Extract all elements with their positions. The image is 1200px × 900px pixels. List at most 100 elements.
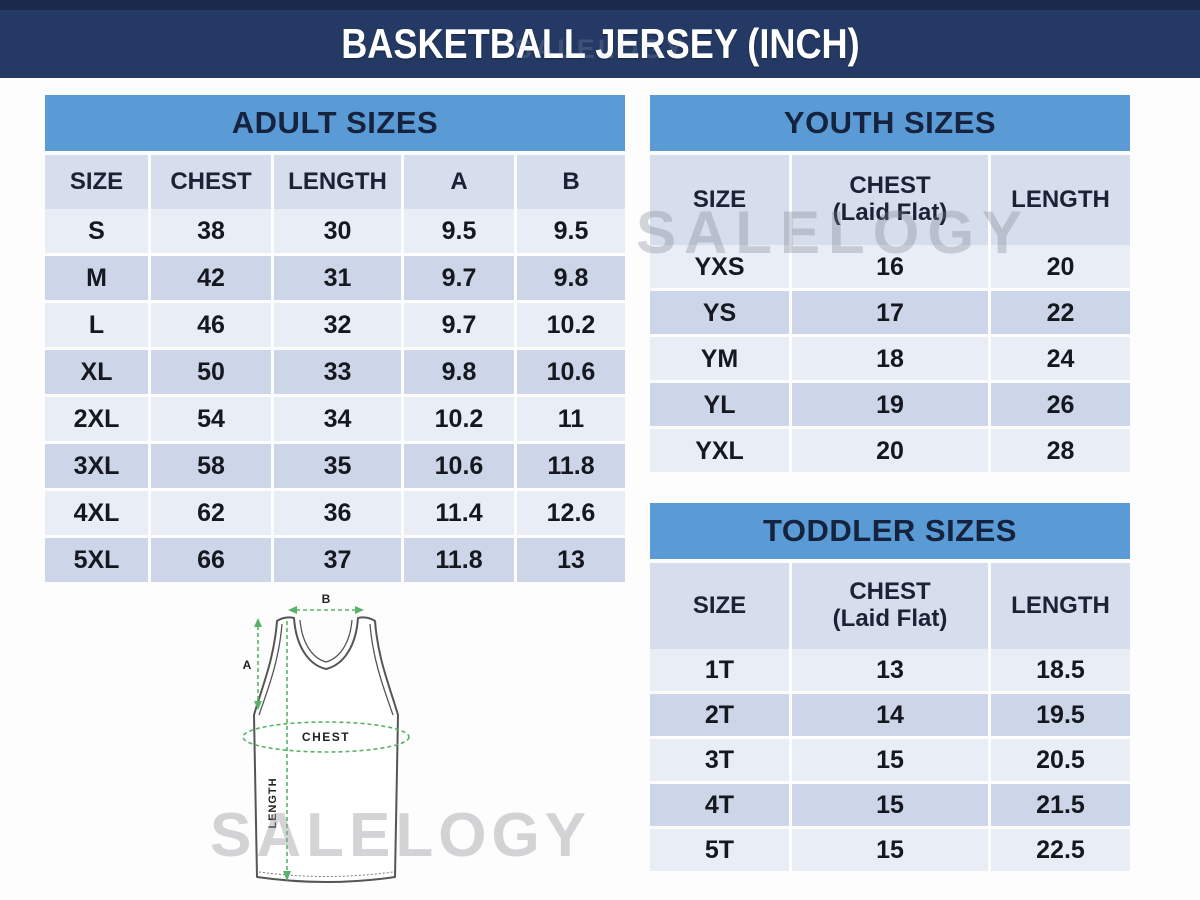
table-cell: 15 bbox=[792, 829, 988, 871]
table-cell: 21.5 bbox=[991, 784, 1130, 826]
table-cell: 20 bbox=[792, 429, 988, 472]
table-cell: 12.6 bbox=[517, 491, 625, 535]
a-label: A bbox=[243, 658, 252, 672]
size-cell: 4XL bbox=[45, 491, 148, 535]
table-cell: 18.5 bbox=[991, 649, 1130, 691]
column-header-length: LENGTH bbox=[274, 155, 401, 209]
table-cell: 9.8 bbox=[404, 350, 514, 394]
table-cell: 11.8 bbox=[517, 444, 625, 488]
size-cell: L bbox=[45, 303, 148, 347]
left-armhole-trim-line bbox=[258, 623, 283, 716]
table-cell: 54 bbox=[151, 397, 271, 441]
adult-column-header-row: SIZE CHEST LENGTH A B bbox=[45, 155, 625, 209]
table-cell: 10.6 bbox=[517, 350, 625, 394]
toddler-sizes-table: TODDLER SIZES SIZE CHEST (Laid Flat) LEN… bbox=[650, 503, 1130, 871]
size-cell: 3T bbox=[650, 739, 789, 781]
size-cell: 4T bbox=[650, 784, 789, 826]
table-cell: 10.2 bbox=[404, 397, 514, 441]
column-header-b: B bbox=[517, 155, 625, 209]
toddler-table-body: 1T 13 18.5 2T 14 19.5 3T 15 20.5 4T 15 2… bbox=[650, 649, 1130, 871]
table-cell: 33 bbox=[274, 350, 401, 394]
toddler-column-header-row: SIZE CHEST (Laid Flat) LENGTH bbox=[650, 563, 1130, 649]
table-cell: 34 bbox=[274, 397, 401, 441]
chest-measure-ellipse bbox=[242, 721, 410, 753]
table-cell: 35 bbox=[274, 444, 401, 488]
right-armhole-trim-line bbox=[369, 623, 394, 716]
table-cell: 31 bbox=[274, 256, 401, 300]
chest-label: CHEST bbox=[849, 578, 931, 606]
table-cell: 28 bbox=[991, 429, 1130, 472]
jersey-outline bbox=[253, 616, 399, 883]
table-cell: 19.5 bbox=[991, 694, 1130, 736]
youth-table-body: YXS 16 20 YS 17 22 YM 18 24 YL 19 26 YXL… bbox=[650, 245, 1130, 472]
table-cell: 9.5 bbox=[404, 209, 514, 253]
table-cell: 11.4 bbox=[404, 491, 514, 535]
table-cell: 10.2 bbox=[517, 303, 625, 347]
table-cell: 66 bbox=[151, 538, 271, 582]
table-cell: 9.7 bbox=[404, 303, 514, 347]
table-cell: 14 bbox=[792, 694, 988, 736]
table-cell: 62 bbox=[151, 491, 271, 535]
size-cell: YL bbox=[650, 383, 789, 426]
column-header-length: LENGTH bbox=[991, 155, 1130, 245]
a-arrowhead-bottom bbox=[254, 701, 262, 710]
size-cell: XL bbox=[45, 350, 148, 394]
neck-trim-line bbox=[299, 619, 353, 663]
table-cell: 50 bbox=[151, 350, 271, 394]
table-cell: 16 bbox=[792, 245, 988, 288]
table-cell: 9.8 bbox=[517, 256, 625, 300]
adult-table-title: ADULT SIZES bbox=[45, 95, 625, 151]
adult-sizes-table: ADULT SIZES SIZE CHEST LENGTH A B S 38 3… bbox=[45, 95, 625, 582]
column-header-size: SIZE bbox=[45, 155, 148, 209]
size-cell: YXL bbox=[650, 429, 789, 472]
table-cell: 17 bbox=[792, 291, 988, 334]
table-cell: 36 bbox=[274, 491, 401, 535]
size-cell: YM bbox=[650, 337, 789, 380]
column-header-size: SIZE bbox=[650, 155, 789, 245]
table-cell: 9.7 bbox=[404, 256, 514, 300]
table-cell: 20.5 bbox=[991, 739, 1130, 781]
jersey-measurement-diagram: B A LENGTH CHEST bbox=[242, 592, 410, 883]
size-cell: 2XL bbox=[45, 397, 148, 441]
youth-sizes-table: YOUTH SIZES SIZE CHEST (Laid Flat) LENGT… bbox=[650, 95, 1130, 472]
length-arrowhead-bottom bbox=[283, 871, 291, 881]
table-cell: 13 bbox=[517, 538, 625, 582]
a-arrowhead-top bbox=[254, 618, 262, 627]
size-cell: 2T bbox=[650, 694, 789, 736]
table-cell: 42 bbox=[151, 256, 271, 300]
table-cell: 38 bbox=[151, 209, 271, 253]
table-cell: 9.5 bbox=[517, 209, 625, 253]
size-cell: M bbox=[45, 256, 148, 300]
size-cell: YS bbox=[650, 291, 789, 334]
size-cell: 1T bbox=[650, 649, 789, 691]
column-header-chest: CHEST bbox=[151, 155, 271, 209]
laid-flat-note: (Laid Flat) bbox=[832, 199, 948, 226]
size-cell: 3XL bbox=[45, 444, 148, 488]
table-cell: 18 bbox=[792, 337, 988, 380]
length-label: LENGTH bbox=[267, 777, 279, 828]
table-cell: 15 bbox=[792, 739, 988, 781]
size-cell: 5XL bbox=[45, 538, 148, 582]
youth-table-title: YOUTH SIZES bbox=[650, 95, 1130, 151]
table-cell: 11 bbox=[517, 397, 625, 441]
table-cell: 19 bbox=[792, 383, 988, 426]
table-cell: 13 bbox=[792, 649, 988, 691]
page-title: BASKETBALL JERSEY (INCH) bbox=[340, 20, 860, 67]
column-header-a: A bbox=[404, 155, 514, 209]
title-bar: BASKETBALL JERSEY (INCH) bbox=[0, 10, 1200, 78]
b-label: B bbox=[322, 592, 331, 606]
table-cell: 11.8 bbox=[404, 538, 514, 582]
chest-label: CHEST bbox=[302, 730, 350, 744]
table-cell: 37 bbox=[274, 538, 401, 582]
table-cell: 24 bbox=[991, 337, 1130, 380]
size-cell: 5T bbox=[650, 829, 789, 871]
laid-flat-note: (Laid Flat) bbox=[832, 605, 948, 632]
table-cell: 10.6 bbox=[404, 444, 514, 488]
table-cell: 58 bbox=[151, 444, 271, 488]
size-cell: YXS bbox=[650, 245, 789, 288]
title-top-strip bbox=[0, 0, 1200, 10]
column-header-chest-laid-flat: CHEST (Laid Flat) bbox=[792, 563, 988, 649]
b-arrowhead-left bbox=[288, 606, 297, 614]
b-arrowhead-right bbox=[355, 606, 364, 614]
table-cell: 22 bbox=[991, 291, 1130, 334]
